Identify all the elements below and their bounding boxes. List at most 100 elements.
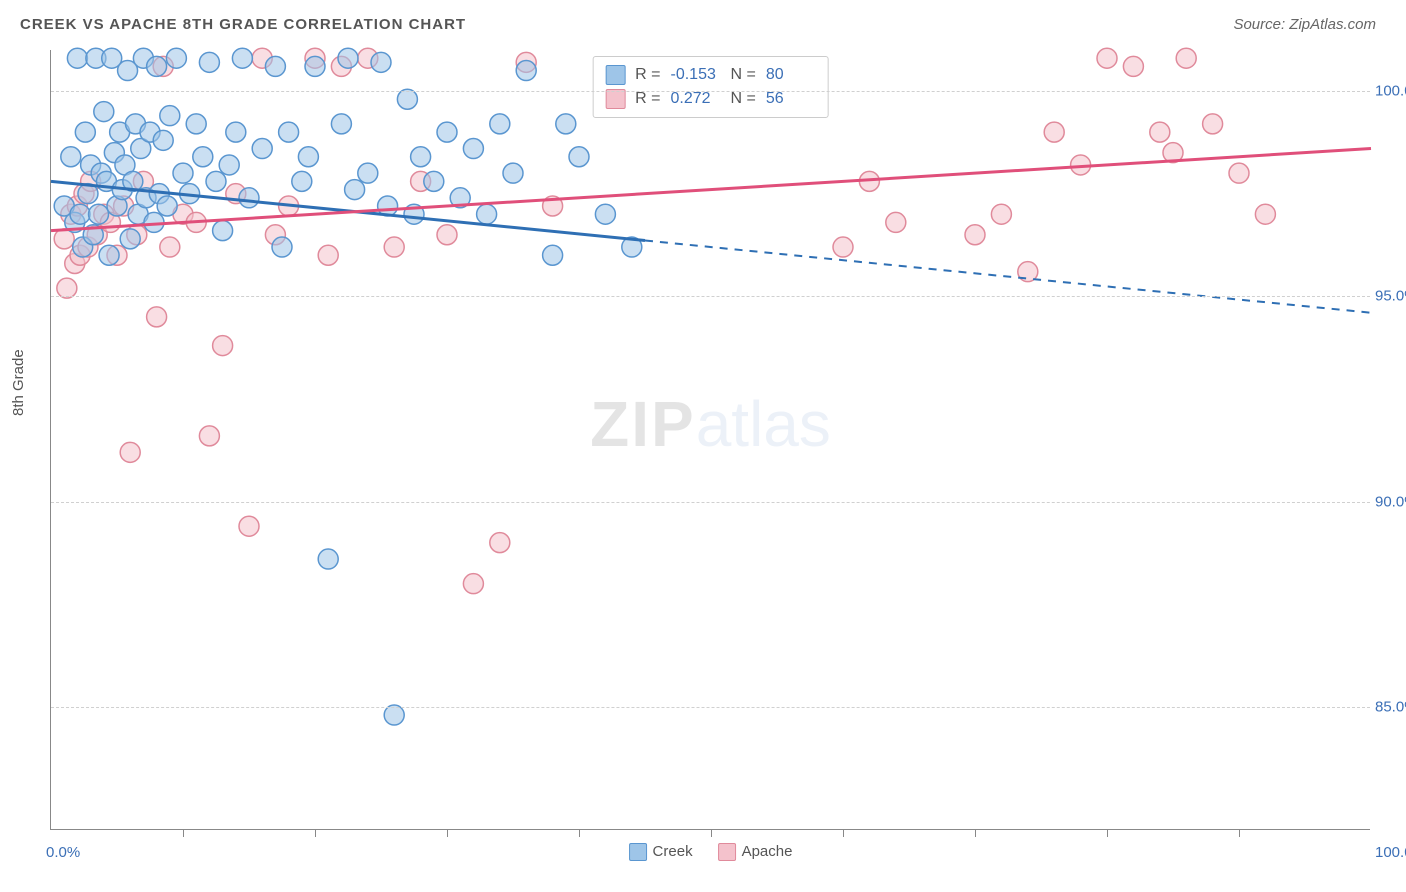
creek-point [463, 139, 483, 159]
gridline [51, 707, 1370, 708]
apache-point [239, 516, 259, 536]
creek-point [252, 139, 272, 159]
x-tick [315, 829, 316, 837]
creek-r-value: -0.153 [671, 63, 721, 87]
apache-point [1097, 48, 1117, 68]
correlation-legend: R = -0.153 N = 80 R = 0.272 N = 56 [592, 56, 829, 118]
creek-point [147, 56, 167, 76]
correlation-row-creek: R = -0.153 N = 80 [605, 63, 816, 87]
creek-point [397, 89, 417, 109]
creek-point [206, 171, 226, 191]
creek-point [595, 204, 615, 224]
x-tick [1107, 829, 1108, 837]
apache-point [213, 336, 233, 356]
creek-point [239, 188, 259, 208]
y-tick-label: 95.0% [1375, 288, 1406, 305]
legend-swatch-icon [718, 843, 736, 861]
r-label: R = [635, 63, 660, 87]
apache-point [886, 212, 906, 232]
creek-point [371, 52, 391, 72]
creek-point [226, 122, 246, 142]
creek-point [265, 56, 285, 76]
creek-point [70, 204, 90, 224]
apache-point [437, 225, 457, 245]
creek-point [89, 204, 109, 224]
gridline [51, 91, 1370, 92]
creek-point [298, 147, 318, 167]
apache-point [199, 426, 219, 446]
apache-point [463, 574, 483, 594]
apache-point [318, 245, 338, 265]
creek-point [543, 245, 563, 265]
legend-label: Creek [653, 843, 693, 860]
gridline [51, 296, 1370, 297]
series-legend: Creek Apache [629, 843, 793, 861]
creek-point [556, 114, 576, 134]
x-tick [711, 829, 712, 837]
creek-point [99, 245, 119, 265]
apache-point [1255, 204, 1275, 224]
legend-item: Creek [629, 843, 693, 861]
y-tick-label: 100.0% [1375, 83, 1406, 100]
creek-point [503, 163, 523, 183]
creek-point [318, 549, 338, 569]
chart-title: CREEK VS APACHE 8TH GRADE CORRELATION CH… [20, 16, 466, 33]
x-tick [843, 829, 844, 837]
creek-point [516, 61, 536, 81]
creek-point [120, 229, 140, 249]
creek-point [94, 102, 114, 122]
creek-point [305, 56, 325, 76]
creek-point [345, 180, 365, 200]
creek-point [272, 237, 292, 257]
apache-point [147, 307, 167, 327]
creek-trendline-extrapolated [645, 240, 1371, 312]
creek-point [477, 204, 497, 224]
creek-point [219, 155, 239, 175]
creek-point [173, 163, 193, 183]
apache-point [120, 442, 140, 462]
creek-n-value: 80 [766, 63, 816, 87]
x-tick [975, 829, 976, 837]
x-axis-min-label: 0.0% [46, 844, 80, 861]
y-tick-label: 90.0% [1375, 493, 1406, 510]
y-axis-label: 8th Grade [10, 349, 27, 416]
apache-point [384, 237, 404, 257]
apache-point [1044, 122, 1064, 142]
creek-point [193, 147, 213, 167]
creek-point [166, 48, 186, 68]
creek-point [157, 196, 177, 216]
x-tick [447, 829, 448, 837]
creek-point [338, 48, 358, 68]
apache-point [833, 237, 853, 257]
creek-point [199, 52, 219, 72]
apache-point [57, 278, 77, 298]
creek-point [186, 114, 206, 134]
creek-point [153, 130, 173, 150]
creek-point [160, 106, 180, 126]
creek-point [232, 48, 252, 68]
apache-point [1150, 122, 1170, 142]
source-label: Source: ZipAtlas.com [1233, 16, 1376, 33]
n-label: N = [731, 63, 756, 87]
creek-point [75, 122, 95, 142]
chart-plot-area: ZIPatlas R = -0.153 N = 80 R = 0.272 N =… [50, 50, 1370, 830]
creek-point [490, 114, 510, 134]
apache-point [965, 225, 985, 245]
legend-item: Apache [718, 843, 793, 861]
gridline [51, 502, 1370, 503]
creek-swatch-icon [605, 65, 625, 85]
creek-point [424, 171, 444, 191]
creek-point [569, 147, 589, 167]
creek-point [279, 122, 299, 142]
x-tick [579, 829, 580, 837]
creek-point [411, 147, 431, 167]
creek-point [437, 122, 457, 142]
apache-point [1229, 163, 1249, 183]
legend-swatch-icon [629, 843, 647, 861]
x-tick [183, 829, 184, 837]
apache-point [160, 237, 180, 257]
y-tick-label: 85.0% [1375, 698, 1406, 715]
creek-point [213, 221, 233, 241]
chart-svg [51, 50, 1370, 829]
legend-label: Apache [742, 843, 793, 860]
